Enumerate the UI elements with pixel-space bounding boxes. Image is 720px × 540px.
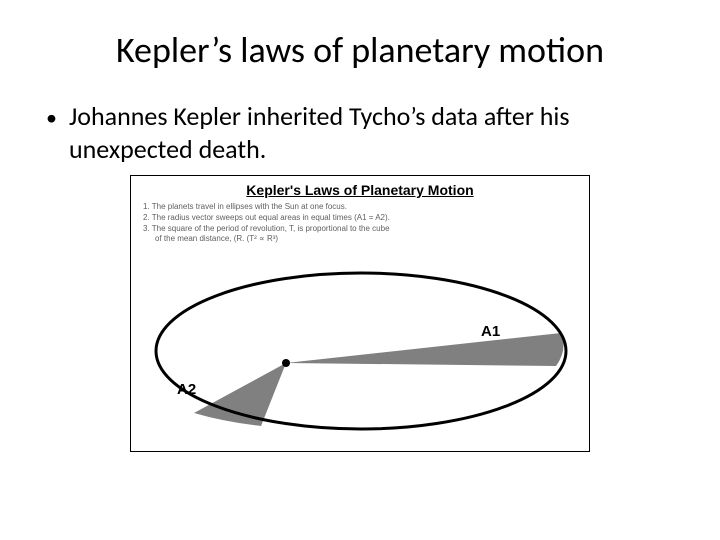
laws-list: 1. The planets travel in ellipses with t… — [131, 200, 589, 251]
figure-title: Kepler's Laws of Planetary Motion — [131, 176, 589, 200]
label-a1: A1 — [481, 323, 500, 340]
sector-a1 — [286, 333, 563, 366]
law-3a: 3. The square of the period of revolutio… — [143, 224, 579, 235]
law-1: 1. The planets travel in ellipses with t… — [143, 202, 579, 213]
slide-title: Kepler’s laws of planetary motion — [40, 28, 680, 72]
bullet-text: Johannes Kepler inherited Tycho’s data a… — [69, 100, 680, 165]
sector-a2 — [194, 363, 286, 426]
bullet-icon: • — [46, 104, 57, 132]
law-2: 2. The radius vector sweeps out equal ar… — [143, 213, 579, 224]
law-3b: of the mean distance, (R. (T² ∝ R³) — [143, 234, 579, 245]
diagram-svg — [131, 251, 591, 451]
bullet-item: • Johannes Kepler inherited Tycho’s data… — [46, 100, 680, 165]
focus-point — [282, 359, 290, 367]
kepler-figure: Kepler's Laws of Planetary Motion 1. The… — [130, 175, 590, 452]
label-a2: A2 — [177, 381, 196, 398]
ellipse-diagram: A1 A2 — [131, 251, 589, 451]
slide: Kepler’s laws of planetary motion • Joha… — [0, 0, 720, 540]
